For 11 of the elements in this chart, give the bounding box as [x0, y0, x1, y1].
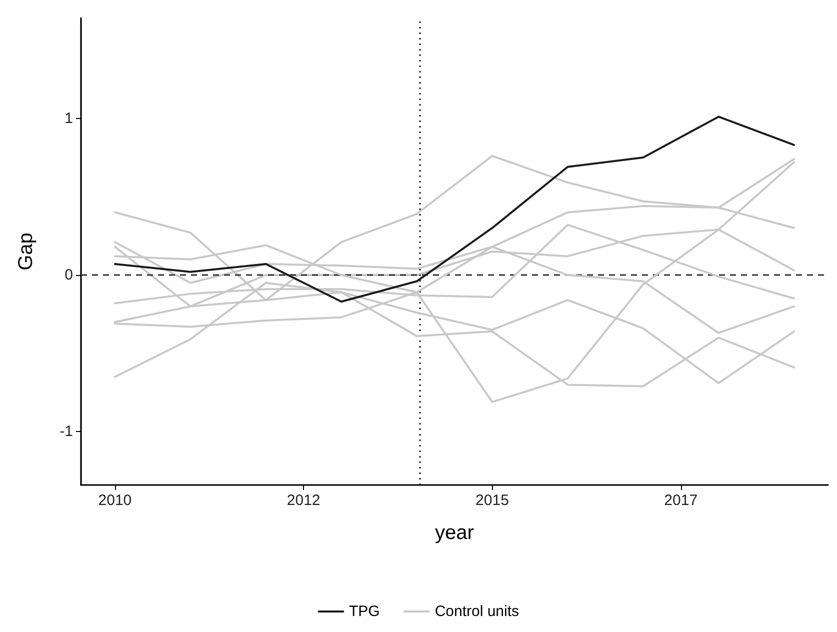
y-axis-title: Gap: [15, 232, 37, 270]
x-tick-label: 2017: [664, 492, 698, 509]
x-tick-label: 2012: [286, 492, 320, 509]
x-axis-title: year: [435, 522, 474, 544]
y-tick-label: -1: [60, 423, 73, 440]
y-tick-label: 0: [64, 266, 73, 284]
legend-label: TPG: [348, 603, 380, 620]
x-tick-label: 2010: [98, 492, 132, 509]
x-tick-label: 2015: [476, 492, 509, 509]
legend-label: Control units: [434, 603, 520, 620]
y-tick-label: 1: [64, 110, 73, 127]
